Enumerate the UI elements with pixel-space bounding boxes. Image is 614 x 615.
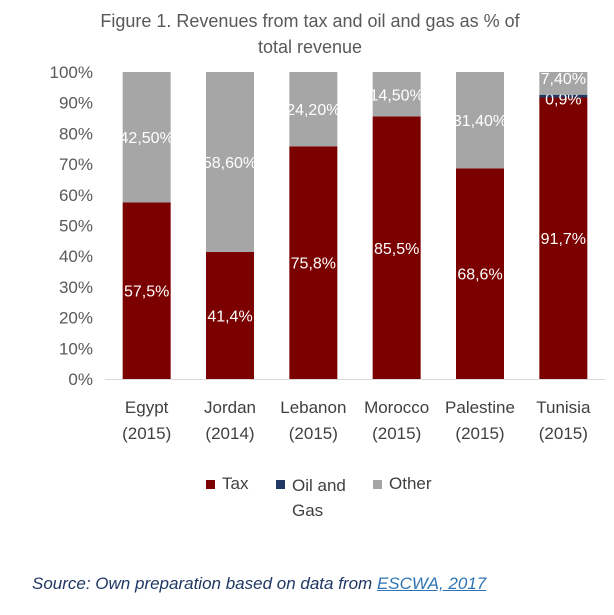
x-tick-label: Jordan [204,398,256,417]
y-tick-label: 60% [59,186,93,205]
stacked-bar-chart: 0% 10% 20% 30% 40% 50% 60% 70% 80% 90% 100% 57,5% 42… [50,63,605,443]
legend-item-other: Other [373,474,432,494]
legend-swatch-other [373,480,382,489]
data-label-other: 24,20% [286,102,340,119]
bar-other [372,72,421,117]
x-tick-label: (2015) [539,424,588,443]
bar-oil-and-gas [539,94,588,98]
x-tick-label: (2015) [372,424,421,443]
bar-tax [122,202,171,379]
data-label-tax: 91,7% [541,231,586,248]
bar-other [122,72,171,203]
bar-other [206,72,254,252]
legend-label-other: Other [389,474,432,493]
source-note: Source: Own preparation based on data fr… [32,574,486,594]
y-tick-label: 30% [59,278,93,297]
x-tick-label: (2014) [205,424,254,443]
y-tick-label: 90% [59,94,93,113]
chart-title: Figure 1. Revenues from tax and oil and … [60,8,560,60]
bar-other [539,72,588,95]
data-label-tax: 57,5% [124,284,169,301]
y-tick-label: 10% [59,339,93,358]
bar-tax [372,116,421,379]
x-tick-label: Egypt [125,398,169,417]
data-label-tax: 75,8% [291,256,336,273]
data-label-other: 31,40% [453,113,507,130]
x-tick-label: (2015) [455,424,504,443]
bar-tax [456,168,504,379]
y-tick-label: 20% [59,309,93,328]
data-label-tax: 68,6% [457,267,502,284]
data-label-other: 7,40% [541,71,586,88]
x-tick-label: Palestine [445,398,515,417]
x-tick-label: Tunisia [536,398,591,417]
data-label-other: 14,50% [370,87,424,104]
data-label-other: 58,60% [203,155,257,172]
source-prefix: Source: Own preparation based on data fr… [32,574,377,593]
y-tick-label: 0% [68,370,93,389]
bar-tax [206,251,254,379]
bar-tax [539,97,588,379]
chart-title-line-1: Figure 1. Revenues from tax and oil and … [100,11,520,31]
y-tick-label: 50% [59,217,93,236]
data-label-other: 42,50% [120,130,174,147]
legend-swatch-tax [206,480,215,489]
y-tick-label: 70% [59,155,93,174]
data-label-tax: 41,4% [207,308,252,325]
legend-item-tax: Tax [206,474,248,494]
bar-other [456,72,504,169]
bar-tax [289,146,338,379]
legend-item-oil-and-gas: Oil and Gas [276,474,366,523]
data-label-tax: 85,5% [374,241,419,258]
y-tick-label: 40% [59,247,93,266]
data-label-oil-and-gas: 0,9% [545,92,581,109]
source-link[interactable]: ESCWA, 2017 [376,574,487,593]
y-tick-label: 80% [59,124,93,143]
chart-title-line-2: total revenue [257,37,363,57]
legend-label-oil-and-gas: Oil and Gas [292,476,346,520]
legend-label-tax: Tax [222,474,249,493]
x-tick-label: Morocco [364,398,429,417]
x-tick-label: Lebanon [280,398,346,417]
legend-swatch-oil-and-gas [276,480,285,489]
x-tick-label: (2015) [122,424,171,443]
y-tick-label: 100% [50,63,93,82]
x-tick-label: (2015) [289,424,338,443]
bar-other [289,72,338,147]
